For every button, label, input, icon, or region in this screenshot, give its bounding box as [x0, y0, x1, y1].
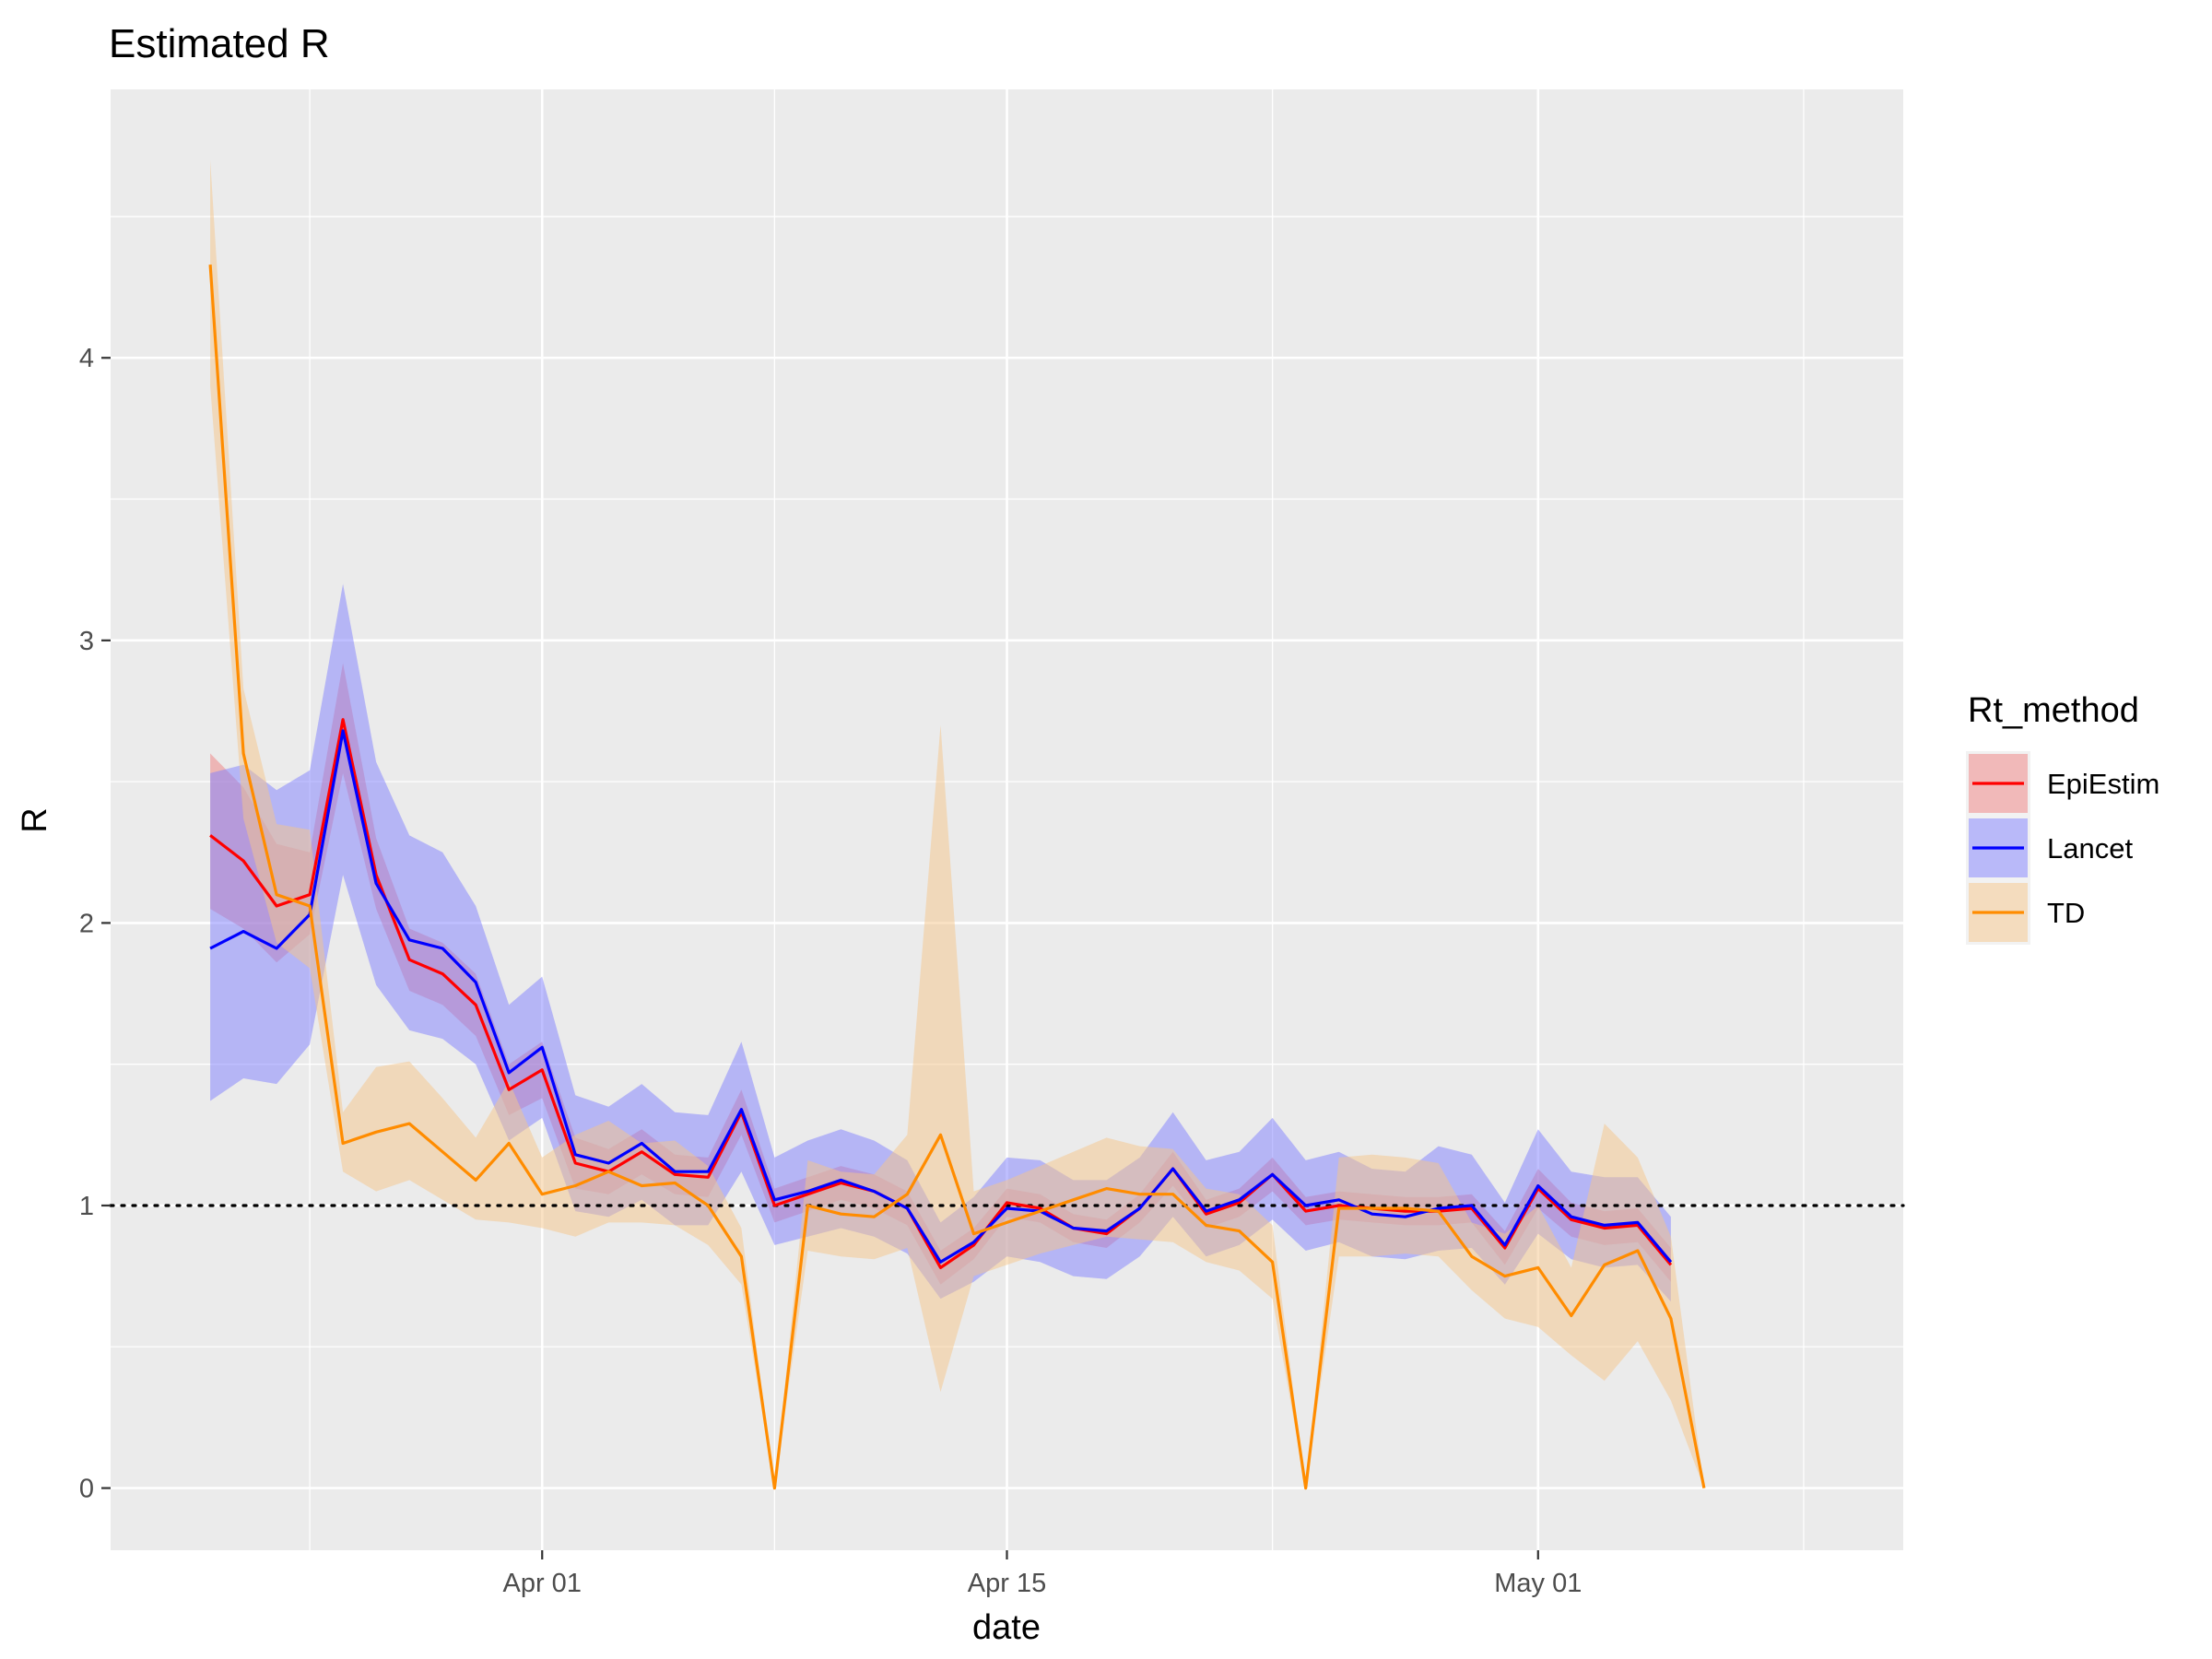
y-axis: 0 1 2 3 4: [79, 344, 111, 1504]
legend-title: Rt_method: [1968, 691, 2139, 730]
x-tick-label: Apr 01: [503, 1569, 582, 1598]
ribbon-lancet: [210, 583, 1671, 1302]
y-tick-label: 2: [79, 909, 94, 938]
y-tick-label: 3: [79, 627, 94, 656]
series-lines: [208, 264, 1706, 1490]
x-tick-label: May 01: [1494, 1569, 1582, 1598]
x-tick-label: Apr 15: [968, 1569, 1046, 1598]
legend-item-epiestim: EpiEstim: [1966, 751, 2159, 816]
y-tick-label: 1: [79, 1192, 94, 1221]
legend-item-lancet: Lancet: [1966, 816, 2133, 880]
legend-label: TD: [2047, 897, 2085, 929]
y-tick-label: 4: [79, 344, 94, 373]
line-td: [208, 264, 1706, 1490]
y-tick-label: 0: [79, 1475, 94, 1504]
x-axis: Apr 01 Apr 15 May 01: [503, 1550, 1582, 1598]
legend-label: EpiEstim: [2047, 768, 2159, 800]
legend: Rt_method EpiEstim Lancet TD: [1966, 691, 2159, 945]
chart-title: Estimated R: [109, 21, 330, 66]
legend-item-td: TD: [1966, 880, 2085, 945]
y-axis-title: R: [16, 807, 54, 832]
x-axis-title: date: [972, 1608, 1041, 1647]
legend-label: Lancet: [2047, 832, 2133, 865]
